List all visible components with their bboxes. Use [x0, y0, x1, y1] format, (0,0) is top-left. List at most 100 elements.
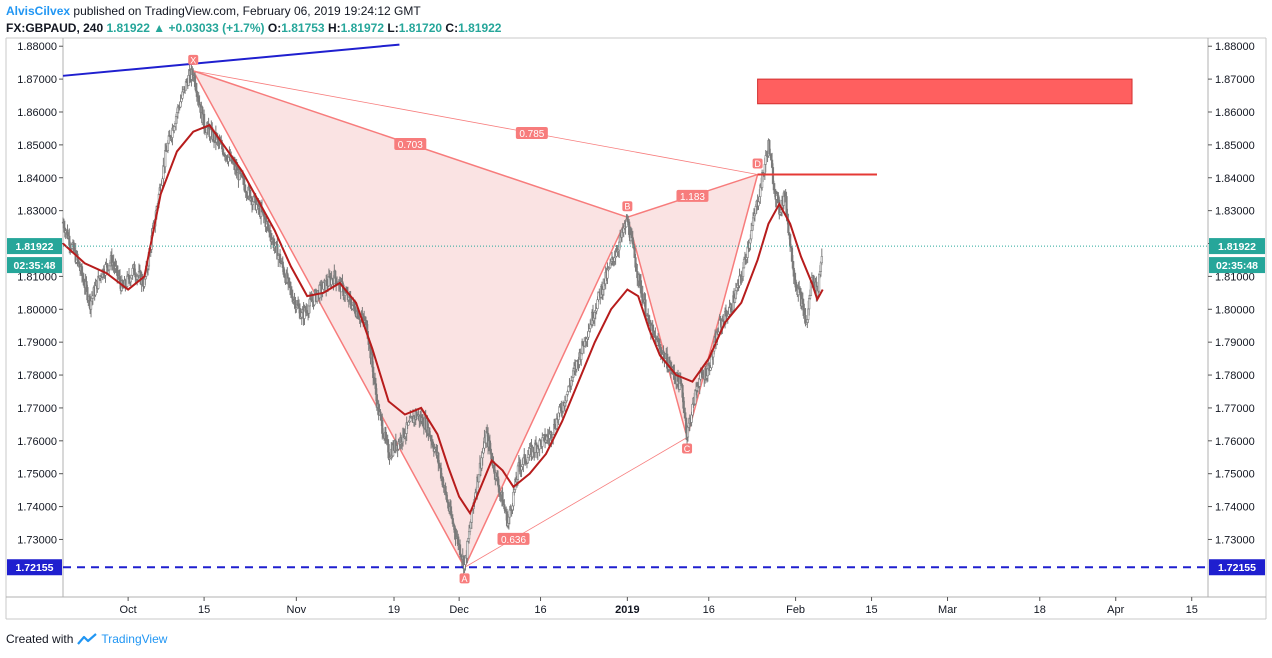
candle-body: [198, 101, 201, 105]
y-tick-label-left: 1.77000: [17, 403, 57, 415]
y-tick-label-right: 1.84000: [1215, 173, 1255, 185]
candle-body: [458, 544, 462, 556]
y-tick-label-left: 1.86000: [17, 107, 57, 119]
y-tick-label-right: 1.83000: [1215, 206, 1255, 218]
pattern-ac-line: [464, 437, 688, 568]
countdown-badge-right: 02:35:48: [1216, 260, 1258, 272]
y-tick-label-right: 1.74000: [1215, 502, 1255, 514]
support-badge-left-bg: [7, 559, 62, 576]
pattern-point-badge-x: [188, 54, 199, 65]
pattern-point-badge-b: [622, 201, 633, 212]
countdown-badge-left: 02:35:48: [13, 260, 55, 272]
y-tick-label-right: 1.85000: [1215, 140, 1255, 152]
candle-body: [468, 527, 472, 533]
y-tick-label-left: 1.74000: [17, 502, 57, 514]
close-label: C:: [445, 21, 459, 35]
publish-info: published on TradingView.com, February 0…: [73, 4, 421, 18]
ratio-badge: [497, 532, 530, 545]
author-link[interactable]: AlvisCilvex: [6, 4, 71, 18]
candle-body: [654, 335, 657, 339]
x-tick-label: 16: [703, 604, 715, 616]
x-tick-label: Oct: [120, 604, 137, 616]
candle-body: [508, 509, 511, 518]
y-tick-label-left: 1.84000: [17, 173, 57, 185]
current-price-badge-left-bg: [7, 238, 62, 255]
candle-body: [587, 330, 590, 338]
candle-body: [288, 277, 291, 283]
candle-body: [94, 285, 97, 296]
y-tick-label-left: 1.73000: [17, 534, 57, 546]
symbol-label: FX:GBPAUD, 240: [6, 21, 104, 35]
x-tick-label: Nov: [287, 604, 307, 616]
y-tick-label-right: 1.86000: [1215, 107, 1255, 119]
current-price-badge-left: 1.81922: [16, 241, 54, 253]
close-value: 1.81922: [458, 21, 502, 35]
trendline: [62, 43, 400, 77]
ratio-badge: [676, 189, 709, 202]
current-price-badge-right-bg: [1209, 238, 1265, 255]
high-label: H:: [327, 21, 341, 35]
tradingview-link[interactable]: TradingView: [101, 632, 168, 646]
y-tick-label-right: 1.76000: [1215, 436, 1255, 448]
y-tick-label-left: 1.81000: [17, 271, 57, 283]
y-tick-label-left: 1.88000: [17, 41, 57, 53]
y-tick-label-right: 1.81000: [1215, 271, 1255, 283]
sell-zone-rect: [757, 78, 1133, 105]
countdown-badge-left-bg: [7, 257, 62, 274]
candle-body: [300, 312, 303, 318]
created-with-label: Created with: [6, 632, 74, 646]
open-value: 1.81753: [281, 21, 325, 35]
x-tick-label: Apr: [1107, 604, 1124, 616]
ratio-badge: [394, 138, 427, 151]
y-tick-label-right: 1.87000: [1215, 74, 1255, 86]
ohlc-header: FX:GBPAUD, 240 1.81922 ▲ +0.03033 (+1.7%…: [6, 21, 501, 35]
y-tick-label-right: 1.73000: [1215, 534, 1255, 546]
pattern-point-badge-c: [682, 443, 693, 454]
pattern-point-label-d: D: [754, 159, 761, 169]
open-label: O:: [267, 21, 282, 35]
change-arrow-icon: ▲: [153, 21, 166, 35]
y-tick-label-right: 1.80000: [1215, 304, 1255, 316]
y-tick-label-left: 1.78000: [17, 370, 57, 382]
y-tick-label-left: 1.76000: [17, 436, 57, 448]
x-tick-label: 15: [198, 604, 210, 616]
pattern-point-badge-a: [459, 573, 470, 584]
x-tick-label: 15: [865, 604, 877, 616]
candle-body: [526, 457, 529, 464]
support-badge-right: 1.72155: [1218, 562, 1256, 574]
candle-body: [808, 295, 812, 299]
y-tick-label-left: 1.83000: [17, 206, 57, 218]
candle-body: [372, 366, 375, 379]
high-value: 1.81972: [340, 21, 385, 35]
y-tick-label-right: 1.78000: [1215, 370, 1255, 382]
y-tick-label-left: 1.79000: [17, 337, 57, 349]
y-tick-label-left: 1.87000: [17, 74, 57, 86]
x-tick-label: Feb: [786, 604, 805, 616]
y-tick-label-right: 1.79000: [1215, 337, 1255, 349]
ratio-badge: [515, 127, 548, 140]
pattern-point-label-a: A: [462, 574, 468, 584]
current-price-badge-right: 1.81922: [1218, 241, 1256, 253]
pattern-point-label-b: B: [624, 202, 630, 212]
candle-body: [334, 270, 337, 279]
x-tick-label: 16: [534, 604, 546, 616]
ratio-label: 0.785: [519, 129, 544, 140]
low-label: L:: [387, 21, 399, 35]
y-tick-label-left: 1.80000: [17, 304, 57, 316]
candle-body: [636, 271, 639, 279]
pattern-xd-line: [193, 70, 758, 175]
x-tick-label: 2019: [615, 604, 639, 616]
candle-body: [742, 267, 745, 277]
change-value: +0.03033 (+1.7%): [168, 21, 265, 35]
footer: Created with TradingView: [6, 632, 167, 646]
tradingview-logo-icon: [77, 633, 98, 645]
x-tick-label: Mar: [938, 604, 957, 616]
pattern-point-badge-d: [752, 158, 763, 169]
countdown-badge-right-bg: [1209, 257, 1265, 274]
publish-header: AlvisCilvex published on TradingView.com…: [6, 4, 421, 18]
y-tick-label-right: 1.77000: [1215, 403, 1255, 415]
support-badge-right-bg: [1209, 559, 1265, 576]
x-tick-label: Dec: [449, 604, 469, 616]
x-tick-label: 19: [388, 604, 400, 616]
